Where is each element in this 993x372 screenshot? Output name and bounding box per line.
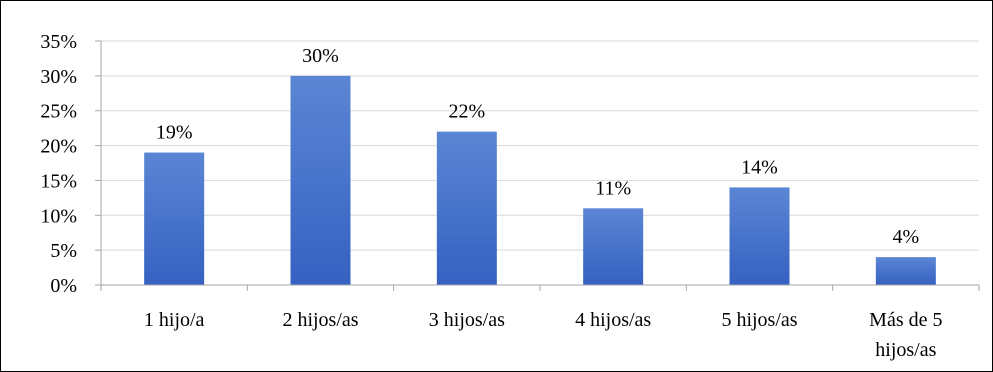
data-label: 30% (302, 45, 339, 67)
data-label: 14% (741, 156, 778, 178)
bar (875, 257, 936, 285)
axes (95, 40, 980, 291)
y-tick-label: 0% (50, 275, 77, 297)
gridlines (101, 40, 979, 251)
data-label: 19% (156, 122, 193, 144)
category-label: 3 hijos/as (429, 309, 505, 331)
bar (144, 152, 205, 285)
bars (144, 75, 936, 285)
data-label: 11% (595, 177, 631, 199)
category-label: 5 hijos/as (721, 309, 797, 331)
bar (290, 75, 351, 285)
y-tick-label: 25% (40, 101, 77, 123)
data-label: 22% (448, 101, 485, 123)
y-tick-label: 5% (50, 240, 77, 262)
y-tick-label: 35% (40, 31, 77, 53)
bar (729, 187, 790, 285)
y-tick-label: 20% (40, 136, 77, 158)
bar (583, 208, 644, 285)
category-label: Más de 5 (869, 309, 942, 331)
category-label: 2 hijos/as (282, 309, 358, 331)
category-label: 1 hijo/a (144, 309, 205, 331)
labels: 0% 5% 10% 15% 20% 25% 30% 35% 19% 1 hijo/a 30% 2 hi… (40, 31, 942, 361)
bar (436, 131, 497, 285)
y-tick-label: 30% (40, 66, 77, 88)
data-label: 4% (892, 226, 919, 248)
y-tick-label: 10% (40, 205, 77, 227)
y-tick-label: 15% (40, 170, 77, 192)
category-label: hijos/as (875, 339, 936, 361)
category-label: 4 hijos/as (575, 309, 651, 331)
